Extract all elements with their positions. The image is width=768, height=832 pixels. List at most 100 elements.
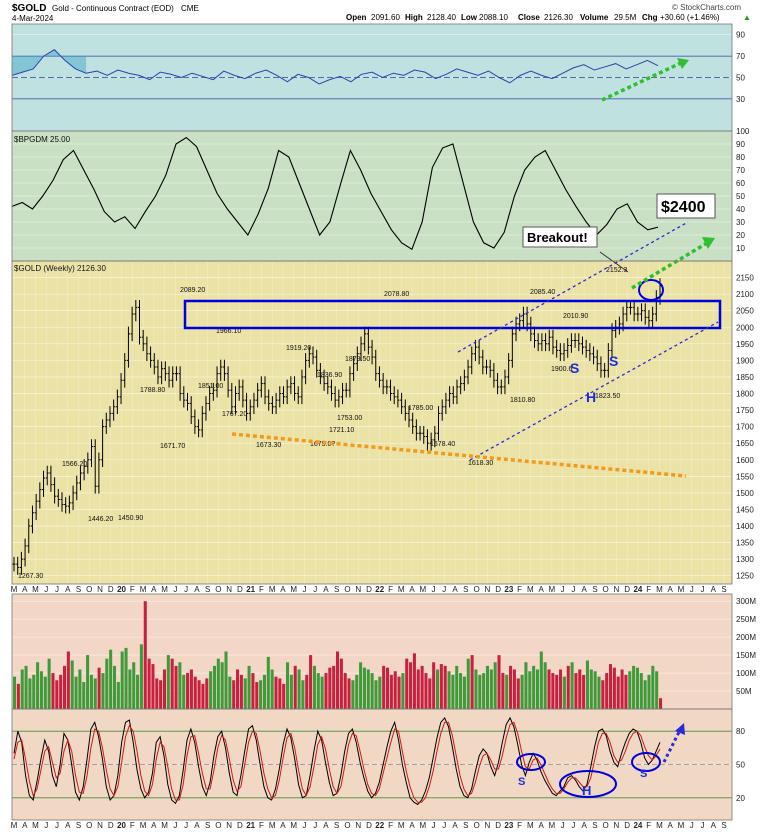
x-axis-label: M bbox=[398, 585, 405, 594]
x-axis-label: F bbox=[646, 585, 651, 594]
volume-bar bbox=[443, 665, 447, 709]
x-axis-label-bottom: N bbox=[614, 821, 620, 830]
x-axis-label-bottom: F bbox=[388, 821, 393, 830]
rsi-overbought-fill bbox=[12, 49, 87, 76]
volume-bar bbox=[462, 676, 466, 709]
price-data-label: 1450.90 bbox=[118, 515, 143, 522]
volume-bar bbox=[289, 674, 293, 709]
x-axis-label: A bbox=[323, 585, 329, 594]
stoch-right-shoulder-label: S bbox=[640, 768, 647, 780]
price-arrow-head bbox=[702, 237, 715, 249]
x-axis-label-bottom: D bbox=[237, 821, 243, 830]
x-axis-label: A bbox=[452, 585, 458, 594]
volume-bar bbox=[601, 680, 605, 709]
volume-bar bbox=[474, 669, 478, 709]
volume-bar bbox=[209, 671, 213, 709]
volume-bar bbox=[624, 674, 628, 709]
volume-bar bbox=[70, 660, 74, 709]
volume-bar bbox=[274, 676, 278, 709]
volume-bar bbox=[593, 671, 597, 709]
volume-bar bbox=[16, 683, 20, 709]
rsi-series bbox=[11, 49, 659, 85]
volume-bar bbox=[416, 669, 420, 709]
x-axis-label: M bbox=[656, 585, 663, 594]
x-axis-label: A bbox=[151, 585, 157, 594]
volume-bar bbox=[505, 674, 509, 709]
price-tick-label: 1300 bbox=[736, 555, 754, 564]
x-axis-label-bottom: A bbox=[581, 821, 587, 830]
x-axis-label-bottom: J bbox=[184, 821, 188, 830]
x-axis-label-bottom: A bbox=[452, 821, 458, 830]
volume-bar bbox=[251, 673, 255, 709]
price-data-label: 1919.20 bbox=[286, 345, 311, 352]
stoch-shoulder-circle-right bbox=[631, 752, 661, 772]
x-axis-label-bottom: S bbox=[334, 821, 339, 830]
x-axis-label-bottom: A bbox=[711, 821, 717, 830]
bpgdm-line bbox=[11, 136, 659, 251]
price-tick-label: 1900 bbox=[736, 356, 754, 365]
volume-bar bbox=[247, 665, 251, 709]
x-axis-label: D bbox=[624, 585, 630, 594]
x-axis-label-bottom: 21 bbox=[246, 821, 255, 830]
exchange: CME bbox=[181, 4, 199, 13]
volume-bar bbox=[32, 674, 36, 709]
volume-bar bbox=[243, 678, 247, 709]
axis-ticks: 30 50 70 90 10 20 30 40 50 60 70 80 90 100 1250 1300 135… bbox=[11, 31, 757, 830]
volume-bar bbox=[401, 673, 405, 709]
x-axis-label-bottom: J bbox=[55, 821, 59, 830]
x-axis-label: N bbox=[226, 585, 232, 594]
volume-bar bbox=[328, 667, 332, 709]
volume-bar bbox=[120, 651, 124, 709]
volume-bar bbox=[489, 669, 493, 709]
volume-bar bbox=[528, 671, 532, 709]
volume-bar bbox=[13, 676, 17, 709]
volume-bar bbox=[574, 673, 578, 709]
volume-bar bbox=[516, 678, 520, 709]
volume-bar bbox=[309, 655, 313, 709]
x-axis-label: 20 bbox=[117, 585, 126, 594]
stoch-arrow-head bbox=[675, 723, 685, 735]
volume-bar bbox=[143, 601, 147, 709]
volume-bar bbox=[189, 669, 193, 709]
x-axis-label: J bbox=[55, 585, 59, 594]
volume-bar bbox=[547, 669, 551, 709]
price-data-label: 1566.20 bbox=[62, 461, 87, 468]
volume-bar bbox=[201, 683, 205, 709]
up-arrow-icon: ▲ bbox=[743, 13, 751, 22]
x-axis-label-bottom: J bbox=[690, 821, 694, 830]
price-data-label: 1879.50 bbox=[345, 356, 370, 363]
x-axis-label: J bbox=[173, 585, 177, 594]
x-axis-label: N bbox=[355, 585, 361, 594]
volume-bar bbox=[159, 680, 163, 709]
rsi-arrow-head bbox=[677, 58, 689, 69]
x-axis-label-bottom: A bbox=[323, 821, 329, 830]
volume-bar bbox=[385, 667, 390, 709]
x-axis-label-bottom: J bbox=[302, 821, 306, 830]
x-axis-label: 21 bbox=[246, 585, 255, 594]
volume-bar bbox=[485, 665, 490, 709]
x-axis-label: J bbox=[432, 585, 436, 594]
x-axis-label-bottom: 22 bbox=[375, 821, 384, 830]
volume-bar bbox=[539, 651, 543, 709]
x-axis-label-bottom: M bbox=[140, 821, 147, 830]
price-panel bbox=[12, 261, 732, 584]
x-axis-label: D bbox=[495, 585, 501, 594]
volume-bar bbox=[305, 674, 309, 709]
x-axis-label-bottom: A bbox=[280, 821, 286, 830]
x-axis-label-bottom: S bbox=[721, 821, 726, 830]
volume-bar bbox=[47, 658, 51, 709]
x-axis-label: J bbox=[571, 585, 575, 594]
x-axis-label: F bbox=[517, 585, 522, 594]
high-label: High bbox=[405, 13, 423, 22]
price-border bbox=[11, 260, 733, 585]
volume-bar bbox=[501, 673, 505, 709]
volume-bar bbox=[255, 682, 259, 709]
volume-bar bbox=[520, 674, 524, 709]
volume-bar bbox=[270, 669, 274, 709]
x-axis-label-bottom: A bbox=[538, 821, 544, 830]
volume-bar bbox=[36, 662, 40, 709]
x-axis-label-bottom: M bbox=[678, 821, 685, 830]
price-tick-label: 1650 bbox=[736, 439, 754, 448]
x-axis-label: J bbox=[302, 585, 306, 594]
watermark: © StockCharts.com bbox=[672, 3, 741, 12]
